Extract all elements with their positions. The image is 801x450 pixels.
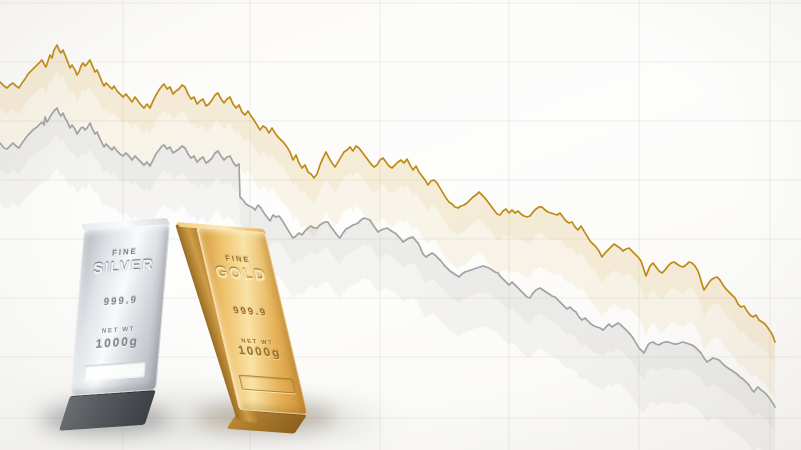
- silver-bar-bottom-face: [58, 390, 156, 431]
- gold-bar-weight-label: 1000g: [237, 345, 283, 361]
- silver-series-glow: [0, 108, 775, 433]
- silver-bar-front-face: FINE SILVER 999.9 NET WT 1000g: [70, 224, 170, 396]
- silver-bar-fine-label: FINE: [111, 246, 139, 258]
- gold-series-line: [0, 44, 776, 343]
- gold-series-glow: [0, 45, 775, 402]
- gold-bar-hallmark-outline: [238, 374, 296, 394]
- silver-series-glow: [0, 108, 775, 450]
- silver-bar-purity-label: 999.9: [103, 294, 139, 309]
- gold-bar-fine-label: FINE: [224, 253, 252, 265]
- silver-bar-weight-label: 1000g: [95, 333, 140, 351]
- silver-bar-hallmark-panel: [84, 360, 146, 380]
- gold-bar-metal-label: GOLD: [213, 263, 270, 284]
- silver-series-line: [0, 107, 776, 408]
- gold-bar-purity-label: 999.9: [232, 304, 269, 319]
- gold-series-glow: [0, 45, 775, 368]
- silver-bar-metal-label: SILVER: [92, 256, 155, 278]
